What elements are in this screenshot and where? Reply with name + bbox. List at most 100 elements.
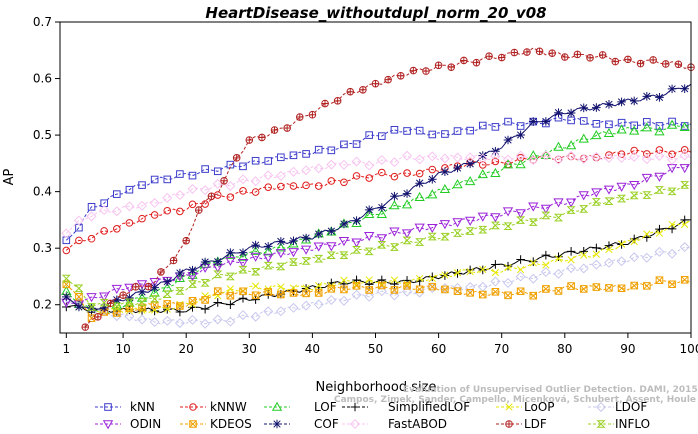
marker-diamond	[402, 150, 413, 161]
marker-triangle-down	[136, 280, 148, 290]
marker-diamond	[237, 174, 248, 185]
marker-square	[314, 145, 323, 154]
marker-square	[453, 127, 462, 135]
chart-title: HeartDisease_withoutdupl_norm_20_v08	[205, 4, 546, 22]
marker-square-cross	[428, 282, 437, 291]
marker-triangle-up	[414, 191, 425, 201]
marker-hourglass	[478, 225, 488, 234]
marker-asterisk	[314, 229, 324, 239]
marker-x	[516, 265, 525, 274]
marker-plus	[200, 304, 210, 314]
marker-triangle-down	[326, 242, 337, 252]
marker-square-cross	[630, 281, 639, 290]
marker-square	[579, 117, 588, 125]
marker-diamond	[200, 318, 211, 329]
marker-x	[428, 274, 436, 283]
marker-diamond	[452, 282, 463, 293]
marker-circle-plus	[548, 49, 556, 57]
marker-asterisk	[352, 216, 361, 226]
marker-square	[352, 140, 361, 148]
marker-asterisk	[579, 103, 589, 113]
marker-triangle-up	[300, 234, 312, 244]
marker-asterisk	[516, 130, 525, 140]
marker-diamond	[250, 176, 261, 187]
marker-triangle-up	[376, 208, 387, 218]
marker-x	[542, 261, 550, 269]
marker-square-cross	[655, 276, 664, 285]
marker-diamond	[566, 263, 577, 274]
x-tick-label: 90	[620, 342, 635, 356]
marker-x	[580, 251, 588, 259]
marker-circle-plus	[220, 177, 228, 185]
marker-triangle-down	[477, 212, 488, 222]
series-simplifiedlof	[62, 215, 691, 317]
marker-diamond	[515, 150, 526, 161]
marker-circle	[428, 165, 437, 174]
marker-triangle-down	[338, 237, 350, 247]
marker-circle	[314, 182, 323, 190]
marker-plus	[350, 402, 360, 412]
marker-circle	[415, 169, 424, 178]
marker-square	[643, 118, 651, 126]
marker-circle	[327, 177, 336, 185]
marker-x	[617, 240, 626, 248]
marker-square	[104, 403, 112, 411]
marker-diamond	[679, 150, 690, 161]
marker-diamond	[351, 289, 362, 300]
marker-square-cross	[75, 293, 83, 301]
marker-triangle-up	[364, 208, 375, 219]
marker-plus	[592, 243, 601, 253]
marker-diamond	[595, 401, 607, 413]
marker-square	[302, 150, 310, 158]
marker-plus	[579, 247, 589, 256]
marker-x	[505, 403, 513, 411]
marker-circle-plus	[384, 75, 392, 84]
legend-label: LDF	[524, 417, 547, 431]
marker-circle-plus	[308, 111, 317, 119]
marker-hourglass	[326, 251, 336, 260]
marker-asterisk	[272, 419, 282, 429]
marker-circle-plus	[409, 66, 418, 75]
marker-diamond	[149, 197, 160, 208]
marker-asterisk	[150, 283, 159, 292]
marker-triangle-down	[578, 191, 589, 201]
marker-triangle-up	[275, 242, 287, 252]
legend-label: KDEOS	[210, 417, 252, 431]
marker-circle-plus	[81, 323, 90, 331]
marker-triangle-down	[603, 185, 615, 195]
marker-hourglass	[377, 241, 387, 249]
marker-square-cross	[403, 282, 411, 290]
marker-x	[416, 274, 424, 283]
marker-hourglass	[251, 267, 261, 276]
marker-diamond	[667, 248, 678, 259]
marker-triangle-up	[591, 129, 602, 140]
marker-diamond	[566, 150, 577, 161]
marker-hourglass	[99, 298, 109, 307]
marker-diamond	[263, 170, 274, 181]
marker-circle	[188, 200, 197, 209]
marker-asterisk	[604, 100, 614, 109]
marker-square-cross	[542, 285, 550, 293]
legend-label: LDOF	[615, 400, 647, 414]
marker-hourglass	[528, 218, 538, 226]
marker-triangle-down	[553, 198, 564, 208]
marker-triangle-up	[578, 133, 589, 143]
marker-asterisk	[62, 292, 71, 302]
marker-hourglass	[263, 261, 273, 270]
marker-square	[327, 146, 336, 155]
marker-triangle-up	[136, 292, 148, 302]
marker-diamond	[187, 183, 198, 194]
marker-diamond	[187, 314, 198, 325]
marker-asterisk	[238, 248, 248, 257]
marker-plus	[213, 298, 223, 307]
marker-x	[491, 268, 500, 277]
marker-plus	[339, 279, 349, 289]
marker-hourglass	[389, 243, 399, 251]
marker-plus	[604, 241, 614, 250]
marker-square	[491, 123, 500, 131]
marker-diamond	[137, 200, 148, 211]
marker-diamond	[654, 150, 665, 161]
marker-diamond	[629, 252, 640, 263]
marker-hourglass	[654, 186, 664, 194]
marker-diamond	[86, 211, 97, 222]
